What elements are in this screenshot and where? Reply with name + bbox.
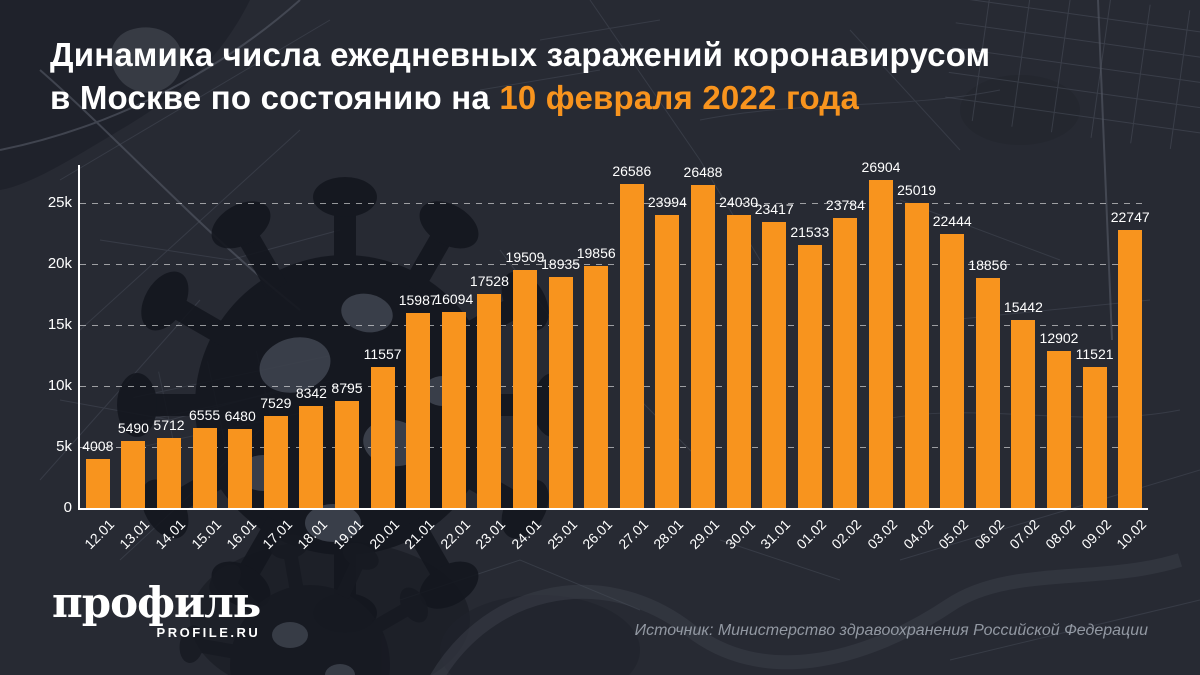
y-axis-line <box>78 165 80 510</box>
bar <box>1047 351 1071 508</box>
map-dark-area <box>0 0 250 190</box>
bar <box>1011 320 1036 508</box>
bar-value-label: 21533 <box>790 224 830 240</box>
logo-wordmark: профиль <box>52 578 261 627</box>
bar-value-label: 23417 <box>754 201 794 217</box>
y-tick-label-20k: 20k <box>47 255 72 272</box>
bar-value-label: 7529 <box>260 395 292 411</box>
bar <box>619 184 644 508</box>
bar-value-label: 11521 <box>1075 346 1114 362</box>
bar <box>370 367 395 508</box>
bar-value-label: 11557 <box>363 346 402 362</box>
bar <box>797 245 822 508</box>
logo-domain: PROFILE.RU <box>156 625 261 640</box>
bar <box>299 406 324 508</box>
bar-value-label: 15442 <box>1003 299 1043 315</box>
bar-value-label: 24030 <box>719 194 759 210</box>
virus-watermark-small <box>179 534 429 675</box>
bar <box>975 278 1000 508</box>
bar <box>85 459 110 508</box>
gridline-10k <box>80 386 1148 387</box>
bar <box>192 428 217 508</box>
y-tick-label-15k: 15k <box>47 316 72 333</box>
bar <box>726 215 751 508</box>
bar <box>904 203 929 508</box>
bar-value-label: 22747 <box>1110 209 1150 225</box>
bar-value-label: 23994 <box>647 194 687 210</box>
bar <box>513 270 537 508</box>
bar-value-label: 26586 <box>612 163 652 179</box>
chart-title: Динамика числа ежедневных заражений коро… <box>50 33 990 119</box>
profile-logo: профиль PROFILE.RU <box>52 578 261 640</box>
bar <box>477 294 502 508</box>
bar <box>869 180 893 508</box>
bar-value-label: 26488 <box>683 164 723 180</box>
gridline-5k <box>80 447 1148 448</box>
bar-value-label: 19856 <box>576 245 616 261</box>
bar-value-label: 5712 <box>153 417 185 433</box>
bar-value-label: 23784 <box>825 197 865 213</box>
bar-value-label: 16094 <box>434 291 474 307</box>
bar <box>1118 230 1143 508</box>
bar-value-label: 17528 <box>469 273 509 289</box>
bar <box>833 218 858 508</box>
y-tick-label-5k: 5k <box>56 438 72 455</box>
title-line-1: Динамика числа ежедневных заражений коро… <box>50 36 991 73</box>
bar-value-label: 6555 <box>189 407 221 423</box>
gridline-20k <box>80 264 1148 265</box>
bar-value-label: 5490 <box>117 420 149 436</box>
y-tick-label-25k: 25k <box>47 194 72 211</box>
bar-value-label: 19509 <box>505 249 545 265</box>
gridline-15k <box>80 325 1148 326</box>
bar <box>263 416 288 508</box>
x-axis-line <box>78 508 1148 510</box>
bar-value-label: 25019 <box>897 182 937 198</box>
bar-value-label: 8342 <box>295 385 327 401</box>
bar <box>655 215 680 508</box>
title-date-highlight: 10 февраля 2022 года <box>499 79 860 116</box>
bar-value-label: 8795 <box>331 380 363 396</box>
title-line-2-prefix: в Москве по состоянию на <box>50 79 500 116</box>
y-tick-label-10k: 10k <box>47 377 72 394</box>
bar-value-label: 4008 <box>82 438 114 454</box>
bar <box>406 313 431 508</box>
bar-value-label: 26904 <box>861 159 901 175</box>
bar <box>441 312 466 508</box>
map-river <box>430 553 1183 675</box>
bar-value-label: 12902 <box>1039 330 1079 346</box>
bar <box>940 234 965 508</box>
bar-value-label: 15987 <box>398 292 438 308</box>
bar <box>335 401 359 508</box>
bar <box>584 266 609 508</box>
bar <box>157 438 181 508</box>
bar <box>1082 367 1107 508</box>
gridline-25k <box>80 203 1148 204</box>
bar <box>762 222 787 508</box>
bar-value-label: 22444 <box>932 213 972 229</box>
bar <box>121 441 146 508</box>
bar-value-label: 18856 <box>968 257 1008 273</box>
bar <box>548 277 573 508</box>
y-tick-label-0: 0 <box>63 499 72 516</box>
bar <box>691 185 715 508</box>
map-streets <box>39 0 1200 661</box>
bar-value-label: 18935 <box>541 256 581 272</box>
source-attribution: Источник: Министерство здравоохранения Р… <box>634 622 1148 639</box>
bar <box>228 429 253 508</box>
title-line-2: в Москве по состоянию на 10 февраля 2022… <box>50 76 990 119</box>
bar-value-label: 6480 <box>224 408 256 424</box>
